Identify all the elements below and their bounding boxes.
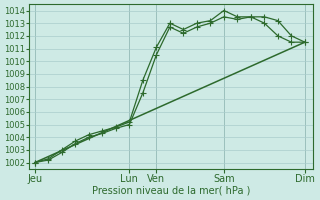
X-axis label: Pression niveau de la mer( hPa ): Pression niveau de la mer( hPa ) (92, 186, 251, 196)
